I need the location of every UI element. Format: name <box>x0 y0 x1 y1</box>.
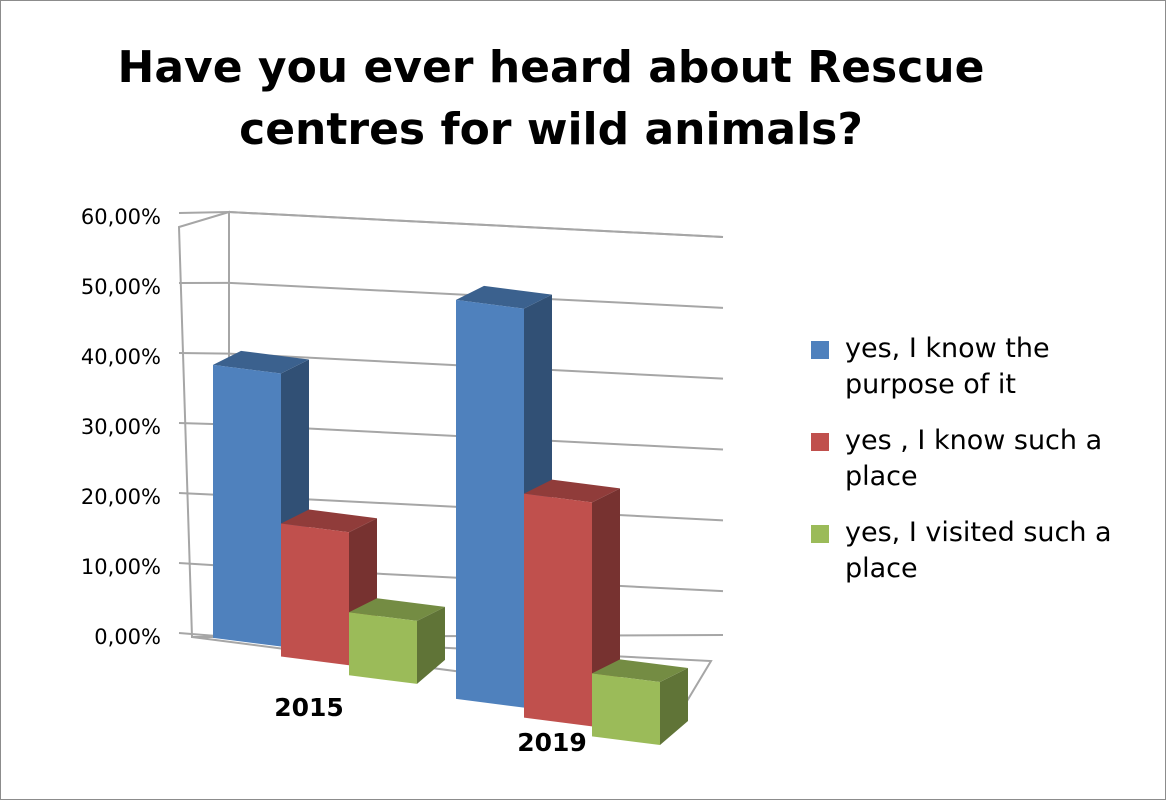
x-category-label: 2019 <box>517 728 587 757</box>
y-tick-label: 30,00% <box>81 415 161 439</box>
y-tick-label: 40,00% <box>81 345 161 369</box>
y-tick-label: 20,00% <box>81 485 161 509</box>
y-tick-label: 60,00% <box>81 205 161 229</box>
bar-2015-series-2 <box>349 612 417 684</box>
bar-2015-series-1 <box>281 524 349 666</box>
legend-item: yes, I know the purpose of it <box>811 331 1151 403</box>
bar-2019-series-0 <box>456 300 524 708</box>
legend-swatch <box>811 525 829 543</box>
legend-label: yes, I know the purpose of it <box>845 333 1050 400</box>
x-category-label: 2015 <box>274 693 344 722</box>
legend-swatch <box>811 341 829 359</box>
y-tick-label: 50,00% <box>81 275 161 299</box>
legend: yes, I know the purpose of it yes , I kno… <box>811 331 1151 607</box>
bar-2019-series-1 <box>524 494 592 727</box>
legend-item: yes, I visited such a place <box>811 515 1151 587</box>
bar-2015-series-0 <box>213 365 281 647</box>
bar-2019-series-2 <box>592 673 660 745</box>
y-tick-label: 10,00% <box>81 555 161 579</box>
y-tick-label: 0,00% <box>94 625 161 649</box>
gridline-left <box>179 353 229 354</box>
legend-label: yes , I know such a place <box>845 425 1102 492</box>
gridline-left <box>179 212 229 213</box>
legend-label: yes, I visited such a place <box>845 517 1112 584</box>
legend-swatch <box>811 433 829 451</box>
legend-item: yes , I know such a place <box>811 423 1151 495</box>
gridline-back <box>229 212 723 237</box>
